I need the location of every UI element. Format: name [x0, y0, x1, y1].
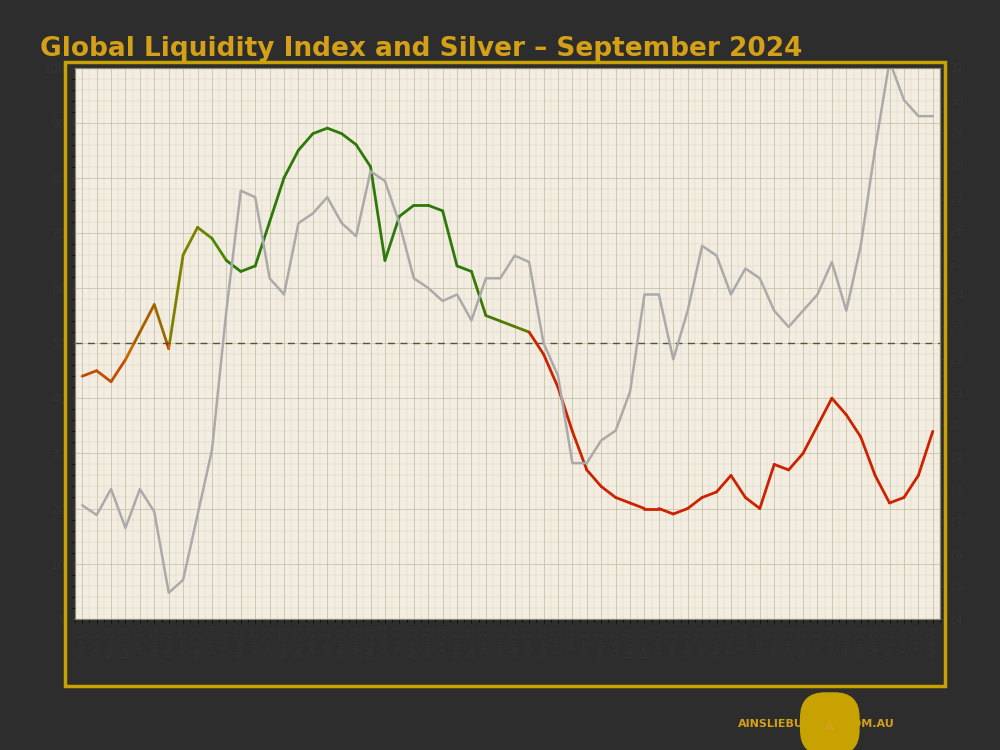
Text: ▲: ▲: [825, 717, 835, 730]
Text: Global Liquidity Index and Silver – September 2024: Global Liquidity Index and Silver – Sept…: [40, 36, 802, 62]
Text: AINSLIEBULLION.COM.AU: AINSLIEBULLION.COM.AU: [738, 718, 895, 729]
